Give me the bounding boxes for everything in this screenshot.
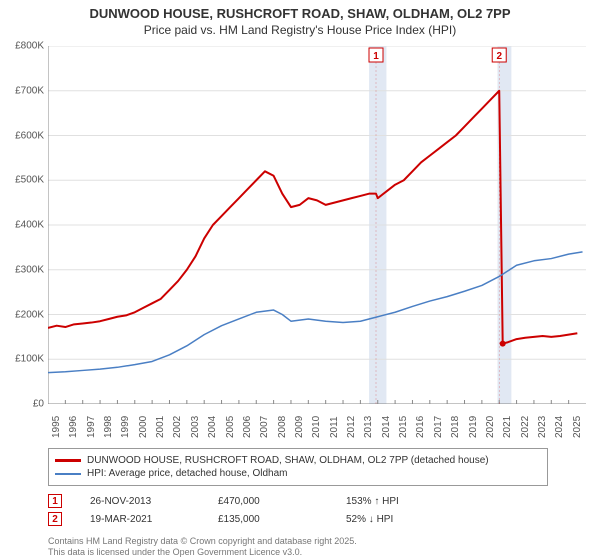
sales-table: 1 26-NOV-2013 £470,000 153% ↑ HPI 2 19-MAR-20… [48,490,548,530]
x-tick-label: 2020 [485,416,496,438]
x-tick-label: 2006 [242,416,253,438]
y-tick-label: £0 [33,399,44,410]
sale-row: 1 26-NOV-2013 £470,000 153% ↑ HPI [48,494,548,508]
x-tick-label: 2008 [277,416,288,438]
x-tick-label: 2024 [554,416,565,438]
y-tick-label: £600K [15,130,44,141]
x-tick-label: 2003 [190,416,201,438]
sale-marker-icon: 2 [48,512,62,526]
x-tick-label: 2010 [311,416,322,438]
sale-delta: 153% ↑ HPI [346,496,399,507]
x-tick-label: 2022 [520,416,531,438]
x-tick-label: 2001 [155,416,166,438]
x-tick-label: 2009 [294,416,305,438]
x-tick-label: 2014 [381,416,392,438]
x-tick-label: 2023 [537,416,548,438]
footer-line-2: This data is licensed under the Open Gov… [48,547,357,558]
chart-container: DUNWOOD HOUSE, RUSHCROFT ROAD, SHAW, OLD… [0,0,600,560]
y-tick-label: £400K [15,220,44,231]
chart-svg: 12 [48,46,586,404]
x-tick-label: 2013 [363,416,374,438]
sale-delta: 52% ↓ HPI [346,514,393,525]
x-tick-label: 1996 [68,416,79,438]
legend-label: HPI: Average price, detached house, Oldh… [87,468,288,479]
sale-date: 26-NOV-2013 [90,496,190,507]
x-tick-label: 2019 [468,416,479,438]
x-tick-label: 2012 [346,416,357,438]
legend: DUNWOOD HOUSE, RUSHCROFT ROAD, SHAW, OLD… [48,448,548,486]
y-axis-labels: £0£100K£200K£300K£400K£500K£600K£700K£80… [0,46,48,404]
x-tick-label: 1995 [51,416,62,438]
sale-date: 19-MAR-2021 [90,514,190,525]
legend-swatch [55,473,81,475]
y-tick-label: £700K [15,85,44,96]
chart-title-address: DUNWOOD HOUSE, RUSHCROFT ROAD, SHAW, OLD… [0,6,600,21]
svg-text:2: 2 [496,51,502,62]
legend-label: DUNWOOD HOUSE, RUSHCROFT ROAD, SHAW, OLD… [87,455,489,466]
sale-price: £470,000 [218,496,318,507]
plot-area: 12 [48,46,586,404]
footer-line-1: Contains HM Land Registry data © Crown c… [48,536,357,547]
x-tick-label: 2004 [207,416,218,438]
x-tick-label: 2021 [502,416,513,438]
y-tick-label: £100K [15,354,44,365]
x-tick-label: 2025 [572,416,583,438]
x-axis-labels: 1995 1996 1997 1998 1999 2000 2001 2002 2003 2004… [48,406,586,446]
x-tick-label: 2005 [225,416,236,438]
sale-row: 2 19-MAR-2021 £135,000 52% ↓ HPI [48,512,548,526]
x-tick-label: 2016 [415,416,426,438]
x-tick-label: 1998 [103,416,114,438]
legend-item: DUNWOOD HOUSE, RUSHCROFT ROAD, SHAW, OLD… [55,455,541,466]
y-tick-label: £500K [15,175,44,186]
x-tick-label: 2000 [138,416,149,438]
y-tick-label: £800K [15,41,44,52]
x-tick-label: 2007 [259,416,270,438]
sale-marker-icon: 1 [48,494,62,508]
svg-text:1: 1 [373,51,379,62]
y-tick-label: £200K [15,309,44,320]
x-tick-label: 1999 [120,416,131,438]
sale-price: £135,000 [218,514,318,525]
x-tick-label: 2015 [398,416,409,438]
y-tick-label: £300K [15,264,44,275]
x-tick-label: 2002 [172,416,183,438]
x-tick-label: 2018 [450,416,461,438]
chart-subtitle: Price paid vs. HM Land Registry's House … [0,23,600,37]
x-tick-label: 2011 [329,416,340,438]
title-block: DUNWOOD HOUSE, RUSHCROFT ROAD, SHAW, OLD… [0,0,600,37]
legend-item: HPI: Average price, detached house, Oldh… [55,468,541,479]
legend-swatch [55,459,81,462]
footer-attribution: Contains HM Land Registry data © Crown c… [48,536,357,558]
x-tick-label: 2017 [433,416,444,438]
x-tick-label: 1997 [86,416,97,438]
